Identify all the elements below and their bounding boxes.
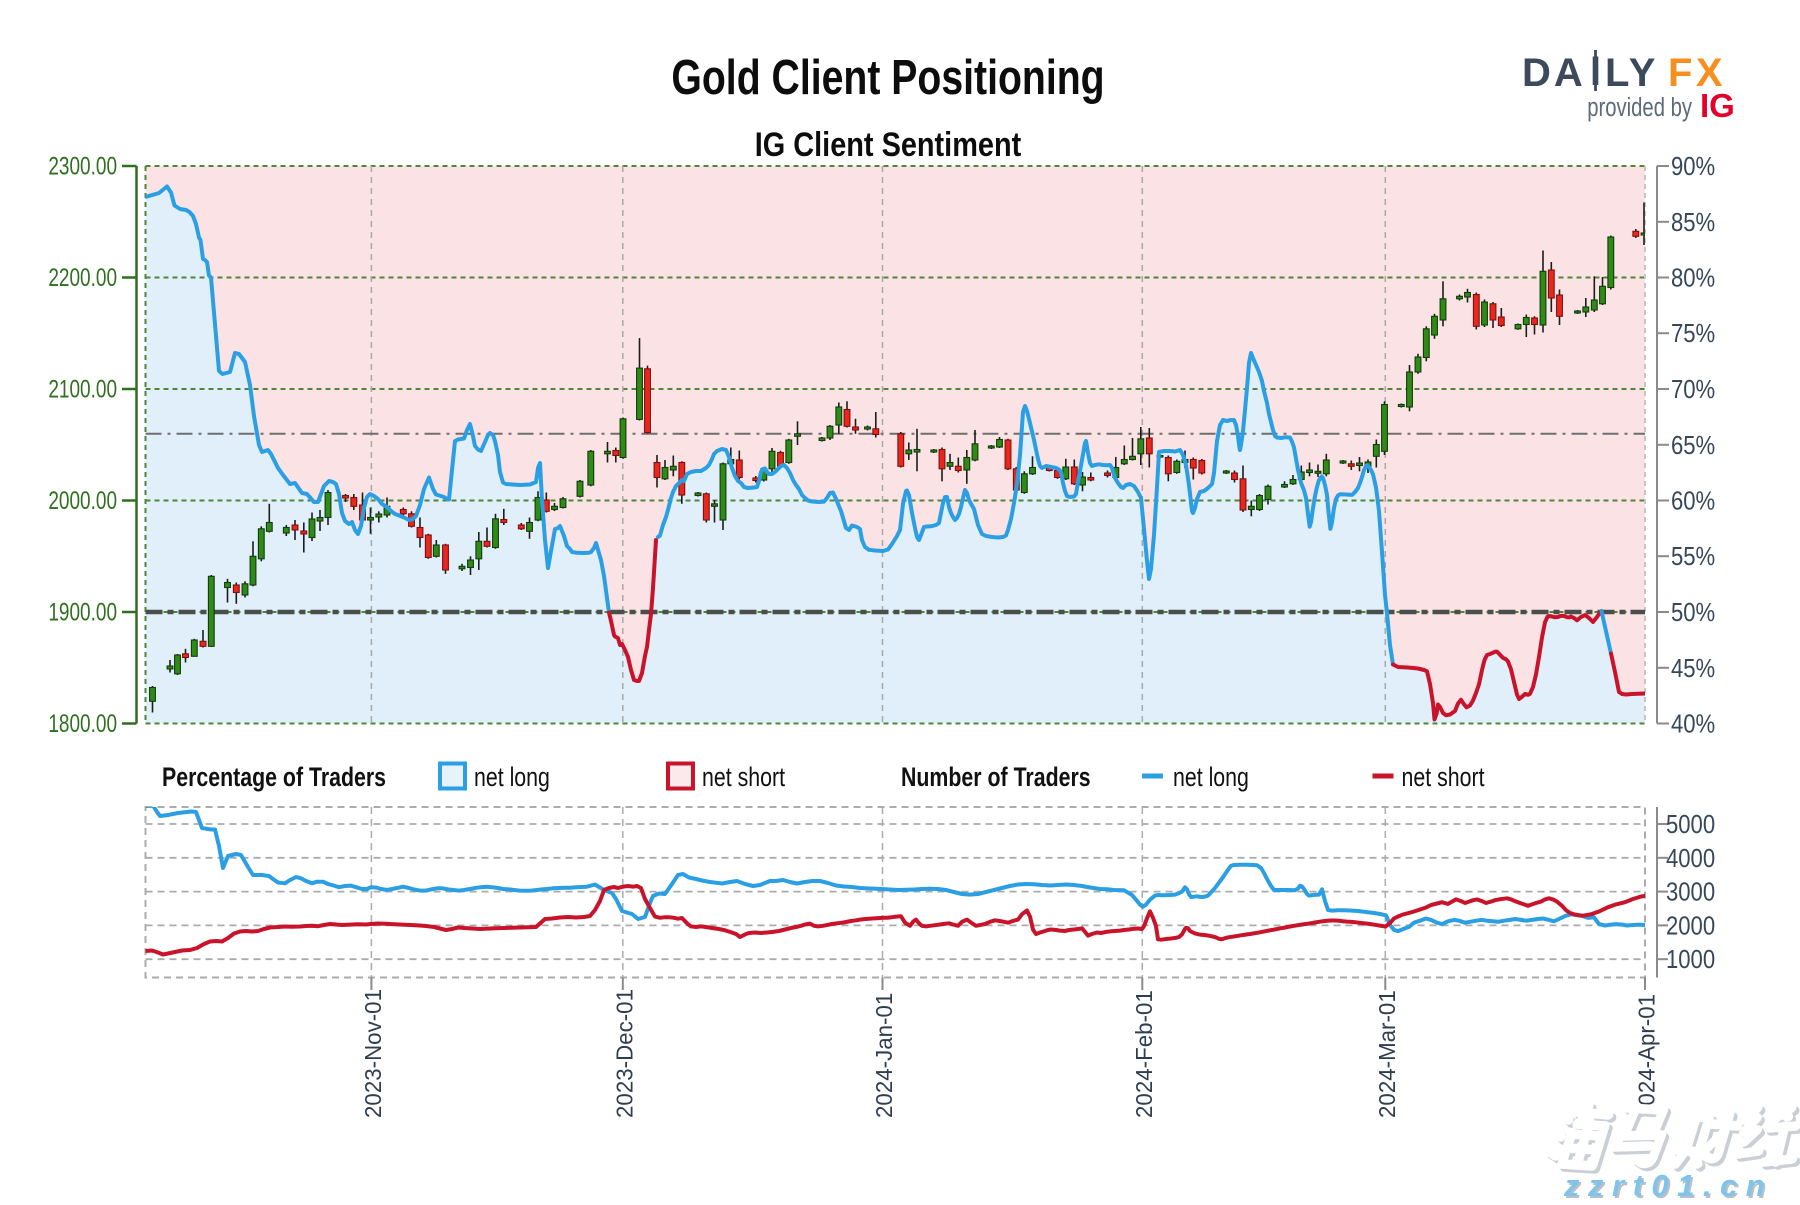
svg-text:net short: net short bbox=[1402, 763, 1485, 793]
svg-text:2200.00: 2200.00 bbox=[48, 263, 117, 291]
svg-text:5000: 5000 bbox=[1666, 810, 1715, 839]
svg-text:2024-Jan-01: 2024-Jan-01 bbox=[870, 993, 897, 1118]
svg-text:60%: 60% bbox=[1671, 487, 1715, 516]
svg-text:Number of Traders: Number of Traders bbox=[901, 763, 1091, 793]
svg-text:net long: net long bbox=[1173, 763, 1249, 793]
svg-text:80%: 80% bbox=[1671, 264, 1715, 293]
svg-text:2100.00: 2100.00 bbox=[48, 375, 117, 403]
svg-text:50%: 50% bbox=[1671, 598, 1715, 627]
svg-text:DA: DA bbox=[1522, 51, 1586, 95]
svg-text:2000.00: 2000.00 bbox=[48, 486, 117, 514]
svg-text:2024-Mar-01: 2024-Mar-01 bbox=[1373, 990, 1400, 1118]
svg-text:90%: 90% bbox=[1671, 152, 1715, 181]
svg-text:FX: FX bbox=[1668, 51, 1726, 95]
svg-text:2024-Feb-01: 2024-Feb-01 bbox=[1130, 990, 1157, 1118]
svg-text:IG Client Sentiment: IG Client Sentiment bbox=[755, 125, 1022, 164]
svg-text:net short: net short bbox=[702, 763, 785, 793]
svg-text:2300.00: 2300.00 bbox=[48, 152, 117, 180]
svg-text:1000: 1000 bbox=[1666, 946, 1715, 975]
svg-text:1900.00: 1900.00 bbox=[48, 598, 117, 626]
svg-text:2000: 2000 bbox=[1666, 912, 1715, 941]
svg-text:45%: 45% bbox=[1671, 654, 1715, 683]
svg-text:3000: 3000 bbox=[1666, 878, 1715, 907]
svg-text:Percentage of Traders: Percentage of Traders bbox=[162, 763, 386, 793]
svg-text:provided by: provided by bbox=[1587, 93, 1692, 122]
svg-text:LY: LY bbox=[1605, 51, 1658, 95]
svg-text:40%: 40% bbox=[1671, 710, 1715, 739]
svg-text:1800.00: 1800.00 bbox=[48, 709, 117, 737]
svg-text:85%: 85% bbox=[1671, 208, 1715, 237]
svg-text:75%: 75% bbox=[1671, 320, 1715, 349]
svg-text:55%: 55% bbox=[1671, 543, 1715, 572]
svg-text:70%: 70% bbox=[1671, 375, 1715, 404]
svg-text:4000: 4000 bbox=[1666, 844, 1715, 873]
svg-text:zzrt01.cn: zzrt01.cn bbox=[1565, 1170, 1775, 1200]
svg-text:Gold Client Positioning: Gold Client Positioning bbox=[671, 51, 1104, 105]
svg-text:zzrt01.cn: zzrt01.cn bbox=[1563, 1168, 1773, 1200]
svg-text:65%: 65% bbox=[1671, 431, 1715, 460]
svg-text:IG: IG bbox=[1700, 87, 1735, 124]
svg-text:2023-Dec-01: 2023-Dec-01 bbox=[611, 989, 638, 1118]
svg-text:2023-Nov-01: 2023-Nov-01 bbox=[359, 989, 386, 1118]
svg-text:net long: net long bbox=[474, 763, 550, 793]
svg-text:2024-Apr-01: 2024-Apr-01 bbox=[1633, 994, 1660, 1118]
